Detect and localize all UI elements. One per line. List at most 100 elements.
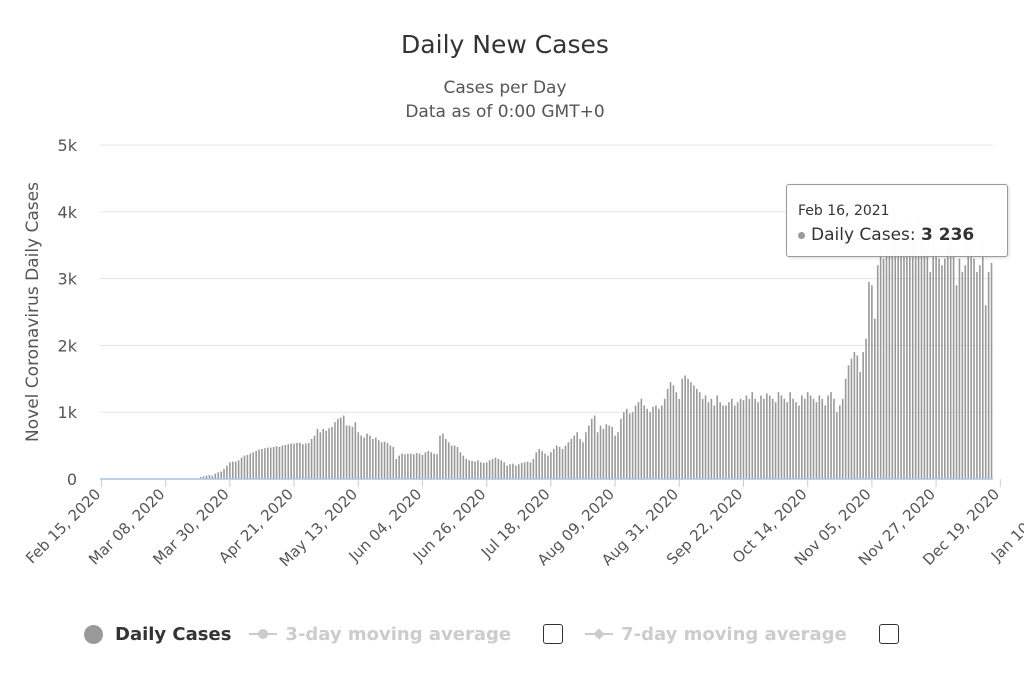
bar[interactable] — [847, 365, 850, 479]
bar[interactable] — [786, 402, 789, 479]
bar[interactable] — [517, 464, 520, 479]
bar[interactable] — [272, 446, 275, 479]
bar[interactable] — [903, 238, 905, 479]
bar[interactable] — [278, 446, 281, 479]
bar[interactable] — [337, 418, 339, 479]
bar[interactable] — [526, 461, 529, 479]
bar[interactable] — [313, 435, 316, 479]
bar[interactable] — [547, 455, 549, 479]
bar[interactable] — [293, 443, 295, 479]
bar[interactable] — [637, 402, 640, 479]
bar[interactable] — [640, 398, 643, 479]
bar[interactable] — [981, 238, 984, 479]
bar[interactable] — [728, 402, 730, 479]
bar[interactable] — [296, 442, 298, 479]
bar[interactable] — [771, 398, 774, 479]
bar[interactable] — [862, 352, 864, 479]
bar[interactable] — [407, 453, 409, 479]
bar[interactable] — [623, 412, 625, 479]
bar[interactable] — [515, 465, 517, 479]
bar[interactable] — [859, 372, 862, 479]
bar[interactable] — [369, 435, 371, 479]
bar[interactable] — [655, 405, 657, 479]
bar[interactable] — [687, 378, 689, 479]
bar[interactable] — [631, 412, 634, 479]
bar[interactable] — [561, 448, 564, 479]
bar[interactable] — [401, 453, 403, 479]
bar[interactable] — [789, 392, 791, 479]
bar[interactable] — [801, 395, 803, 480]
bar[interactable] — [310, 438, 313, 479]
bar[interactable] — [684, 375, 686, 479]
bar[interactable] — [710, 398, 713, 479]
bar[interactable] — [223, 468, 225, 479]
bar[interactable] — [319, 432, 322, 479]
bar[interactable] — [383, 441, 386, 479]
bar[interactable] — [427, 450, 430, 479]
bar[interactable] — [436, 454, 438, 479]
bar[interactable] — [477, 460, 479, 479]
bar[interactable] — [909, 231, 911, 479]
bar[interactable] — [331, 426, 333, 479]
bar[interactable] — [339, 417, 342, 479]
bar[interactable] — [474, 461, 476, 479]
bar[interactable] — [304, 443, 307, 479]
bar[interactable] — [500, 460, 503, 479]
bar[interactable] — [906, 218, 908, 480]
bar[interactable] — [713, 405, 716, 479]
bar[interactable] — [544, 453, 546, 479]
bar[interactable] — [979, 265, 981, 479]
bar[interactable] — [258, 449, 260, 479]
bar[interactable] — [450, 445, 453, 479]
bar[interactable] — [345, 425, 348, 479]
bar[interactable] — [246, 454, 249, 479]
bar[interactable] — [485, 462, 488, 479]
bar[interactable] — [917, 218, 920, 480]
bar[interactable] — [911, 238, 914, 479]
bar[interactable] — [976, 271, 978, 479]
bar[interactable] — [920, 231, 923, 479]
bar[interactable] — [462, 455, 465, 479]
bar[interactable] — [885, 245, 888, 479]
bar[interactable] — [620, 418, 622, 479]
bar[interactable] — [690, 382, 692, 479]
bar[interactable] — [590, 418, 593, 479]
bar[interactable] — [879, 251, 882, 479]
bar[interactable] — [261, 448, 263, 479]
bar[interactable] — [220, 471, 222, 479]
legend-item-7-day-average[interactable]: 7-day moving average — [585, 624, 847, 645]
bar[interactable] — [946, 245, 949, 479]
bar[interactable] — [944, 258, 946, 479]
bar[interactable] — [372, 438, 374, 479]
bar[interactable] — [774, 402, 777, 479]
bar[interactable] — [614, 435, 616, 479]
bar[interactable] — [453, 445, 456, 479]
bar[interactable] — [491, 458, 494, 479]
bar[interactable] — [856, 355, 859, 479]
bar[interactable] — [398, 455, 400, 479]
bar[interactable] — [628, 413, 631, 479]
bar[interactable] — [853, 352, 856, 479]
legend-item-3-day-average[interactable]: 3-day moving average — [249, 624, 511, 645]
bar[interactable] — [389, 445, 392, 479]
bar[interactable] — [363, 437, 365, 479]
bar[interactable] — [990, 262, 993, 479]
bar[interactable] — [573, 435, 576, 479]
bar[interactable] — [506, 465, 508, 479]
bar[interactable] — [596, 432, 599, 479]
bar[interactable] — [938, 258, 940, 479]
bar[interactable] — [599, 425, 602, 479]
bar[interactable] — [844, 378, 847, 479]
bar[interactable] — [433, 453, 435, 479]
bar[interactable] — [833, 398, 835, 479]
bar[interactable] — [424, 452, 427, 479]
bar[interactable] — [532, 458, 535, 479]
bar[interactable] — [585, 432, 587, 479]
bar[interactable] — [926, 251, 929, 479]
bar[interactable] — [360, 435, 362, 479]
bar[interactable] — [214, 473, 217, 479]
bar[interactable] — [824, 405, 827, 479]
bar[interactable] — [914, 225, 917, 479]
bar[interactable] — [208, 474, 211, 479]
bar[interactable] — [480, 462, 482, 479]
